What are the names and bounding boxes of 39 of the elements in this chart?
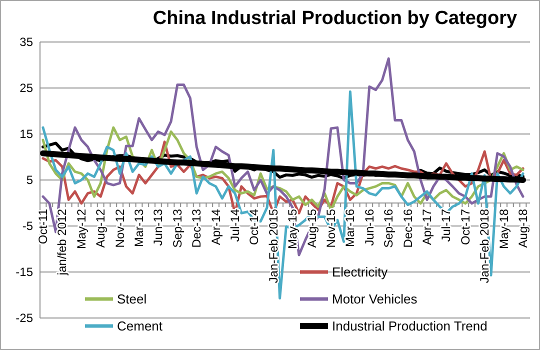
- x-tick-label: Jan-Feb 2015: [266, 208, 280, 284]
- x-tick-label: Oct-11: [36, 208, 50, 244]
- x-tick-label: Oct-17: [458, 208, 472, 246]
- x-tick-label: May-15: [286, 208, 300, 250]
- y-tick-label: -25: [16, 311, 34, 326]
- x-tick-label: Jul-17: [439, 208, 454, 242]
- x-tick-label: Sep-13: [170, 208, 184, 248]
- x-tick-label: Nov-12: [112, 208, 127, 248]
- x-tick-label: Dec-13: [190, 208, 204, 248]
- x-tick-label: Jun-13: [151, 208, 166, 246]
- x-tick-label: Apr-14: [208, 208, 223, 246]
- x-tick-label: Sep-16: [382, 208, 396, 248]
- x-tick-label: Aug-12: [94, 208, 108, 248]
- x-tick-label: Nov-15: [324, 208, 338, 248]
- y-tick-label: 5: [26, 173, 34, 188]
- legend-label: Cement: [117, 318, 163, 334]
- y-tick-label: 25: [20, 81, 34, 96]
- y-tick-label: 35: [20, 35, 34, 50]
- legend-label: Motor Vehicles: [332, 292, 418, 307]
- x-tick-label: Mar-13: [132, 208, 146, 248]
- x-tick-label: Aug-15: [304, 208, 319, 248]
- y-tick-label: -15: [16, 265, 34, 280]
- x-tick-label: jan/feb 2012: [55, 208, 70, 276]
- x-tick-label: Dec-16: [400, 208, 415, 248]
- x-tick-label: Jan-Feb 2018: [478, 208, 492, 284]
- legend-label: Steel: [117, 292, 147, 307]
- legend-label: Electricity: [332, 264, 388, 280]
- x-tick-label: Mar-16: [343, 208, 358, 248]
- x-tick-label: Oct-14: [247, 208, 262, 246]
- chart-title: China Industrial Production by Category: [152, 8, 518, 29]
- x-tick-label: Aug-18: [516, 208, 530, 248]
- x-tick-label: Apr-17: [420, 208, 434, 246]
- y-tick-label: -5: [22, 219, 34, 234]
- x-tick-label: May-18: [496, 208, 511, 250]
- legend-label: Industrial Production Trend: [332, 318, 488, 334]
- x-tick-label: Jun-16: [362, 208, 376, 246]
- x-tick-label: May-12: [74, 208, 88, 250]
- x-tick-label: Jul-14: [228, 208, 242, 242]
- y-tick-label: 15: [20, 127, 34, 142]
